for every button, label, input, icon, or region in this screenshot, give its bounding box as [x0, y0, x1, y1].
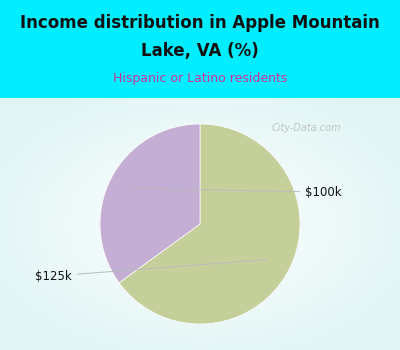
Text: $100k: $100k: [133, 186, 342, 198]
Text: Hispanic or Latino residents: Hispanic or Latino residents: [113, 72, 287, 85]
Text: City-Data.com: City-Data.com: [272, 123, 342, 133]
Text: $125k: $125k: [35, 260, 267, 282]
Wedge shape: [119, 124, 300, 324]
Wedge shape: [100, 124, 200, 283]
Text: Income distribution in Apple Mountain: Income distribution in Apple Mountain: [20, 14, 380, 32]
Text: Lake, VA (%): Lake, VA (%): [141, 42, 259, 60]
